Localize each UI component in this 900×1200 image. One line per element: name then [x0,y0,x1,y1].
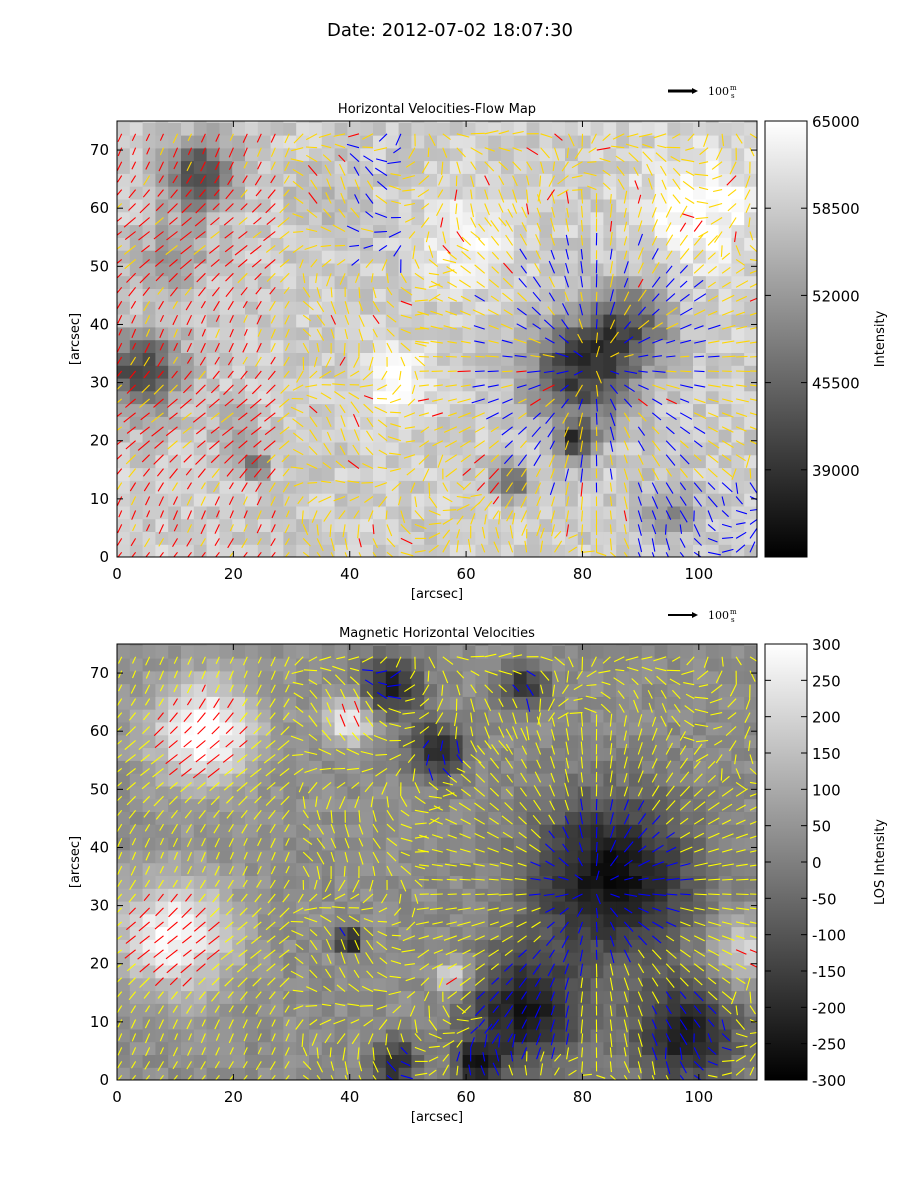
y-tick-label: 30 [90,374,109,392]
reference-arrow-head [692,612,698,618]
colorbar-gradient [764,643,808,1081]
reference-arrow: 100 ms [668,608,737,624]
y-axis-label: [arcsec] [68,836,83,888]
colorbar-tick-label: 58500 [812,200,860,218]
x-tick-label: 0 [112,565,122,583]
x-tick-label: 60 [457,565,476,583]
colorbar-tick-label: -300 [812,1072,846,1090]
x-tick-label: 20 [224,1088,243,1106]
reference-arrow-label: 100 [708,85,729,98]
x-tick-label: 0 [112,1088,122,1106]
velocity-arrows [117,130,757,557]
y-tick-label: 40 [90,315,109,333]
reference-arrow-unit: m [730,608,737,616]
colorbar-tick-label: -200 [812,999,846,1017]
colorbar: 300 250 200 150 100 50 0 -50 -100 -150 -200 -250 -30… [764,636,888,1090]
colorbar-tick-label: 39000 [812,462,860,480]
colorbar-tick-label: 100 [812,781,841,799]
colorbar-tick-label: 45500 [812,375,860,393]
y-tick-label: 10 [90,1013,109,1031]
colorbar-tick-label: -100 [812,927,846,945]
colorbar-tick-label: 50 [812,818,831,836]
x-tick-label: 60 [457,1088,476,1106]
y-tick-label: 70 [90,141,109,159]
colorbar-tick-label: -150 [812,963,846,981]
x-tick-label: 40 [340,565,359,583]
x-tick-label: 100 [684,1088,713,1106]
intensity-background [117,121,757,557]
x-tick-label: 100 [684,565,713,583]
colorbar-tick-label: 52000 [812,287,860,305]
colorbar-gradient [764,120,808,558]
y-tick-label: 0 [99,548,109,566]
colorbar-tick-label: 300 [812,636,841,654]
colorbar-tick-label: 0 [812,854,822,872]
y-tick-label: 60 [90,199,109,217]
y-tick-label: 20 [90,955,109,973]
y-tick-label: 20 [90,432,109,450]
panel-1: 0 20 40 60 80 100 0 10 20 30 40 50 60 70 Horizontal Ve… [68,84,888,602]
figure-title: Date: 2012-07-02 18:07:30 [327,20,573,41]
x-tick-label: 20 [224,565,243,583]
axes-frame [116,643,758,1081]
colorbar-tick-label: 250 [812,672,841,690]
y-tick-label: 60 [90,722,109,740]
intensity-background [117,644,757,1080]
y-tick-label: 50 [90,257,109,275]
reference-arrow-head [692,88,698,94]
colorbar: 65000 58500 52000 45500 39000 Intensity [764,113,888,558]
reference-arrow-label: 100 [708,609,729,622]
y-tick-label: 50 [90,780,109,798]
x-axis-label: [arcsec] [411,587,463,602]
x-tick-label: 80 [573,565,592,583]
colorbar-tick-label: -250 [812,1036,846,1054]
colorbar-label: Intensity [873,310,888,367]
reference-arrow: 100 ms [668,84,737,100]
y-tick-label: 0 [99,1071,109,1089]
colorbar-label: LOS Intensity [873,819,888,905]
axes-frame [116,120,758,558]
y-tick-label: 10 [90,490,109,508]
colorbar-tick-label: -50 [812,890,837,908]
y-axis-label: [arcsec] [68,313,83,365]
y-tick-label: 40 [90,838,109,856]
plot-area [117,644,757,1080]
colorbar-tick-label: 200 [812,709,841,727]
reference-arrow-per: s [731,92,735,100]
velocity-arrows [117,652,757,1080]
colorbar-tick-label: 65000 [812,113,860,131]
x-tick-label: 40 [340,1088,359,1106]
chart-title: Horizontal Velocities-Flow Map [338,102,536,117]
colorbar-tick-label: 150 [812,745,841,763]
y-tick-label: 30 [90,897,109,915]
y-tick-label: 70 [90,664,109,682]
plot-area [117,121,757,557]
panel-2: 0 20 40 60 80 100 0 10 20 30 40 50 60 70 Magnetic Hori… [68,608,888,1125]
x-tick-label: 80 [573,1088,592,1106]
reference-arrow-unit: m [730,84,737,92]
x-axis-label: [arcsec] [411,1110,463,1125]
reference-arrow-per: s [731,616,735,624]
chart-title: Magnetic Horizontal Velocities [339,626,535,641]
